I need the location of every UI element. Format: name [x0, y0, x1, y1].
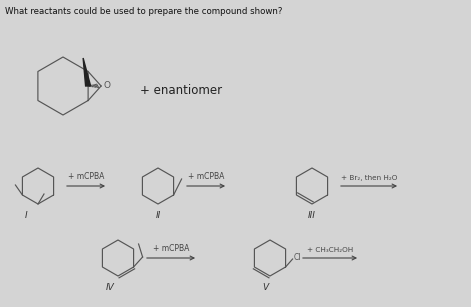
Text: V: V	[262, 283, 268, 292]
Text: III: III	[308, 211, 316, 220]
Text: What reactants could be used to prepare the compound shown?: What reactants could be used to prepare …	[5, 7, 283, 16]
Text: O: O	[103, 81, 110, 91]
Text: IV: IV	[106, 283, 114, 292]
Text: + mCPBA: + mCPBA	[68, 172, 104, 181]
Text: + Br₂, then H₂O: + Br₂, then H₂O	[341, 175, 397, 181]
Text: + enantiomer: + enantiomer	[140, 84, 222, 96]
Polygon shape	[83, 58, 90, 86]
Text: II: II	[155, 211, 161, 220]
Text: + CH₃CH₂OH: + CH₃CH₂OH	[307, 247, 353, 253]
Text: I: I	[24, 211, 27, 220]
Text: + mCPBA: + mCPBA	[188, 172, 224, 181]
Text: Cl: Cl	[293, 252, 301, 262]
Text: + mCPBA: + mCPBA	[153, 244, 189, 253]
